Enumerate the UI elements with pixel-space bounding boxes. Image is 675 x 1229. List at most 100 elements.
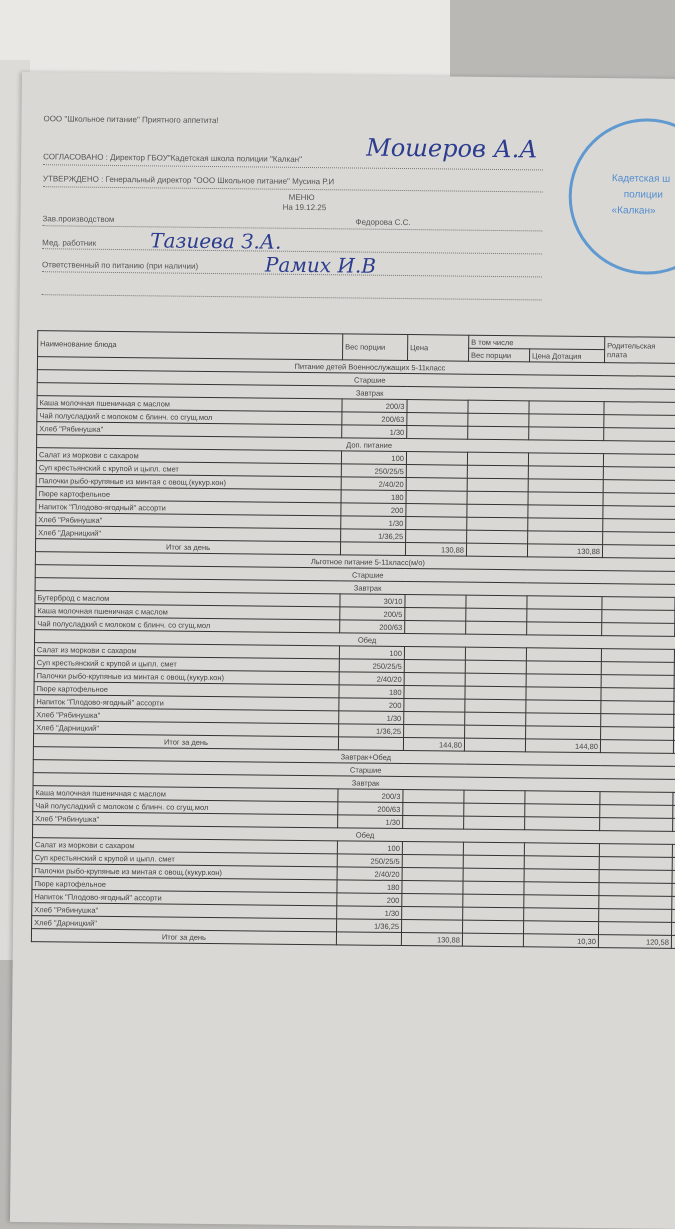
dish-weight: 2/40/20 xyxy=(341,477,406,491)
total-subsidy: 130,88 xyxy=(527,544,602,558)
empty-cell xyxy=(467,517,528,531)
empty-cell xyxy=(464,790,525,804)
empty-cell xyxy=(524,908,599,922)
empty-cell xyxy=(526,713,601,727)
empty-cell xyxy=(407,400,468,414)
empty-cell xyxy=(603,480,675,494)
dish-weight: 200/63 xyxy=(338,802,403,816)
empty-cell xyxy=(406,517,467,531)
empty-cell xyxy=(602,623,675,637)
dish-weight: 1/36,25 xyxy=(337,919,402,933)
empty-cell xyxy=(599,909,672,923)
empty-cell xyxy=(465,647,526,661)
empty-cell xyxy=(603,532,675,546)
empty-cell xyxy=(600,818,673,832)
empty-cell xyxy=(524,856,599,870)
empty-cell xyxy=(338,737,403,751)
total-subsidy: 144,80 xyxy=(525,739,600,753)
empty-cell xyxy=(599,896,672,910)
empty-cell xyxy=(463,842,524,856)
production-name: Федорова С.С. xyxy=(355,218,410,228)
empty-cell xyxy=(402,855,463,869)
empty-cell xyxy=(468,413,529,427)
empty-cell xyxy=(403,803,464,817)
divider xyxy=(43,186,543,192)
empty-cell xyxy=(467,504,528,518)
empty-cell xyxy=(528,453,603,467)
company-line: ООО "Школьное питание" Приятного аппетит… xyxy=(43,114,218,125)
dish-weight: 1/30 xyxy=(342,425,407,439)
empty-cell xyxy=(464,816,525,830)
empty-cell xyxy=(526,687,601,701)
dish-weight: 1/30 xyxy=(338,815,403,829)
empty-cell xyxy=(405,621,466,635)
total-price: 130,88 xyxy=(405,543,466,557)
dish-weight: 180 xyxy=(339,685,404,699)
empty-cell xyxy=(601,701,674,715)
empty-cell xyxy=(402,907,463,921)
empty-cell xyxy=(527,609,602,623)
empty-cell xyxy=(467,465,528,479)
dish-weight: 250/25/5 xyxy=(341,464,406,478)
empty-cell xyxy=(466,608,527,622)
empty-cell xyxy=(601,649,674,663)
divider xyxy=(42,225,542,231)
header-parent-fee: Родительская плата xyxy=(604,337,675,364)
divider xyxy=(43,164,543,170)
empty-cell xyxy=(463,868,524,882)
empty-cell xyxy=(464,803,525,817)
dish-weight: 1/36,25 xyxy=(339,724,404,738)
empty-cell xyxy=(462,933,523,947)
empty-cell xyxy=(402,894,463,908)
empty-cell xyxy=(468,426,529,440)
total-price: 130,88 xyxy=(401,933,462,947)
menu-document: ООО "Школьное питание" Приятного аппетит… xyxy=(10,72,675,1229)
resp-label: Ответственный по питанию (при наличии) xyxy=(42,260,198,271)
empty-cell xyxy=(598,922,671,936)
empty-cell xyxy=(529,401,604,415)
empty-cell xyxy=(463,855,524,869)
empty-cell xyxy=(601,662,674,676)
empty-cell xyxy=(467,491,528,505)
empty-cell xyxy=(526,661,601,675)
total-parent-fee xyxy=(602,545,675,559)
total-parent-fee: 120,58 xyxy=(598,935,671,949)
empty-cell xyxy=(404,660,465,674)
empty-cell xyxy=(603,493,675,507)
empty-cell xyxy=(405,595,466,609)
empty-cell xyxy=(467,478,528,492)
empty-cell xyxy=(527,622,602,636)
empty-cell xyxy=(528,531,603,545)
total-price: 144,80 xyxy=(403,738,464,752)
header-price: Цена xyxy=(407,335,468,362)
empty-cell xyxy=(604,415,675,429)
empty-cell xyxy=(463,881,524,895)
empty-cell xyxy=(526,648,601,662)
empty-cell xyxy=(463,894,524,908)
empty-cell xyxy=(406,465,467,479)
empty-cell xyxy=(671,935,675,948)
empty-cell xyxy=(402,868,463,882)
empty-cell xyxy=(465,699,526,713)
empty-cell xyxy=(402,920,463,934)
empty-cell xyxy=(403,816,464,830)
empty-cell xyxy=(403,790,464,804)
dish-weight: 200/63 xyxy=(342,412,407,426)
empty-cell xyxy=(404,699,465,713)
empty-cell xyxy=(529,427,604,441)
empty-cell xyxy=(526,726,601,740)
empty-cell xyxy=(672,909,675,922)
menu-table: Наименование блюда Вес порции Цена В том… xyxy=(31,330,675,949)
empty-cell xyxy=(528,492,603,506)
empty-cell xyxy=(406,504,467,518)
document-date: На 19.12.25 xyxy=(283,203,327,212)
empty-cell xyxy=(340,542,405,556)
empty-cell xyxy=(599,844,672,858)
dish-weight: 200 xyxy=(337,893,402,907)
empty-cell xyxy=(404,725,465,739)
empty-cell xyxy=(604,428,675,442)
dish-weight: 1/30 xyxy=(337,906,402,920)
empty-cell xyxy=(464,738,525,752)
empty-cell xyxy=(528,479,603,493)
empty-cell xyxy=(524,882,599,896)
